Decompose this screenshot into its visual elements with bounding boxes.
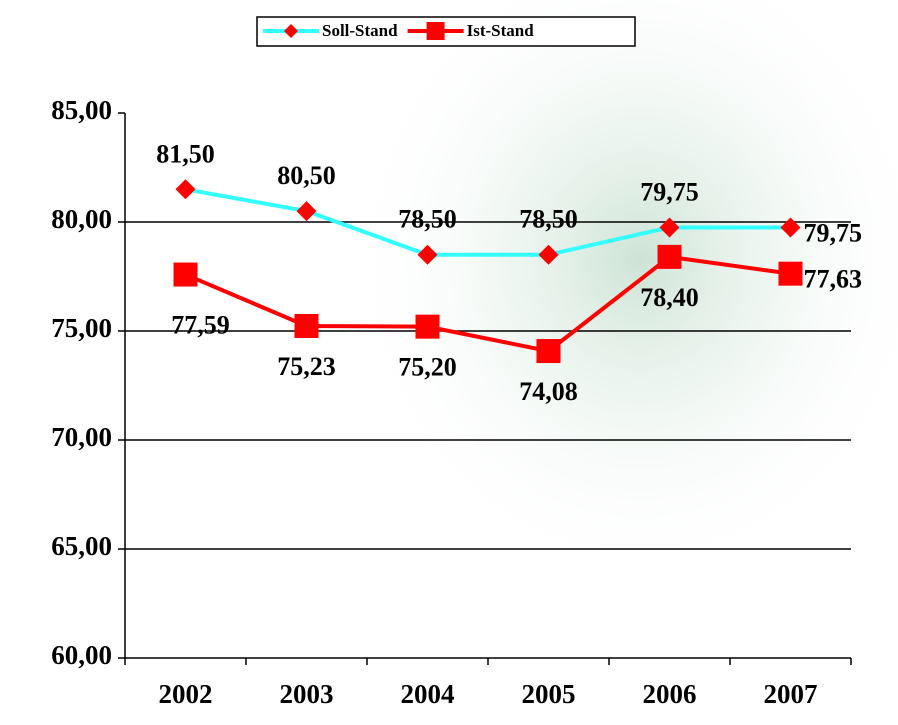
marker [175,179,196,200]
marker [659,217,680,238]
y-tick-label: 85,00 [51,95,112,125]
marker [778,261,803,286]
y-tick-label: 70,00 [51,422,112,452]
value-label: 75,20 [398,353,457,382]
x-tick-label: 2005 [522,679,576,709]
value-label: 80,50 [277,161,336,190]
marker [657,244,682,269]
value-label: 74,08 [519,377,578,406]
x-tick-label: 2003 [280,679,334,709]
legend-marker [284,24,298,38]
value-label: 81,50 [156,139,215,168]
y-tick-label: 65,00 [51,531,112,561]
legend-label: Ist-Stand [467,21,535,40]
value-label: 77,63 [804,265,863,294]
value-label: 77,59 [171,311,230,340]
legend-marker [426,22,445,40]
x-tick-label: 2007 [764,679,818,709]
value-label: 79,75 [640,177,699,206]
marker [415,314,440,339]
marker [296,201,317,222]
marker [538,244,559,265]
y-tick-label: 75,00 [51,313,112,343]
x-tick-label: 2002 [159,679,213,709]
y-tick-label: 60,00 [51,640,112,670]
marker [417,244,438,265]
marker [536,339,561,364]
legend-label: Soll-Stand [322,21,398,40]
value-label: 78,50 [519,205,578,234]
x-tick-label: 2006 [643,679,697,709]
value-label: 78,50 [398,205,457,234]
value-label: 79,75 [804,218,863,247]
value-label: 78,40 [640,283,699,312]
line [185,187,791,257]
marker [173,262,198,287]
x-tick-label: 2004 [401,679,455,709]
line [184,254,791,354]
y-tick-label: 80,00 [51,204,112,234]
marker [780,217,801,238]
marker [294,313,319,338]
value-label: 75,23 [277,352,336,381]
